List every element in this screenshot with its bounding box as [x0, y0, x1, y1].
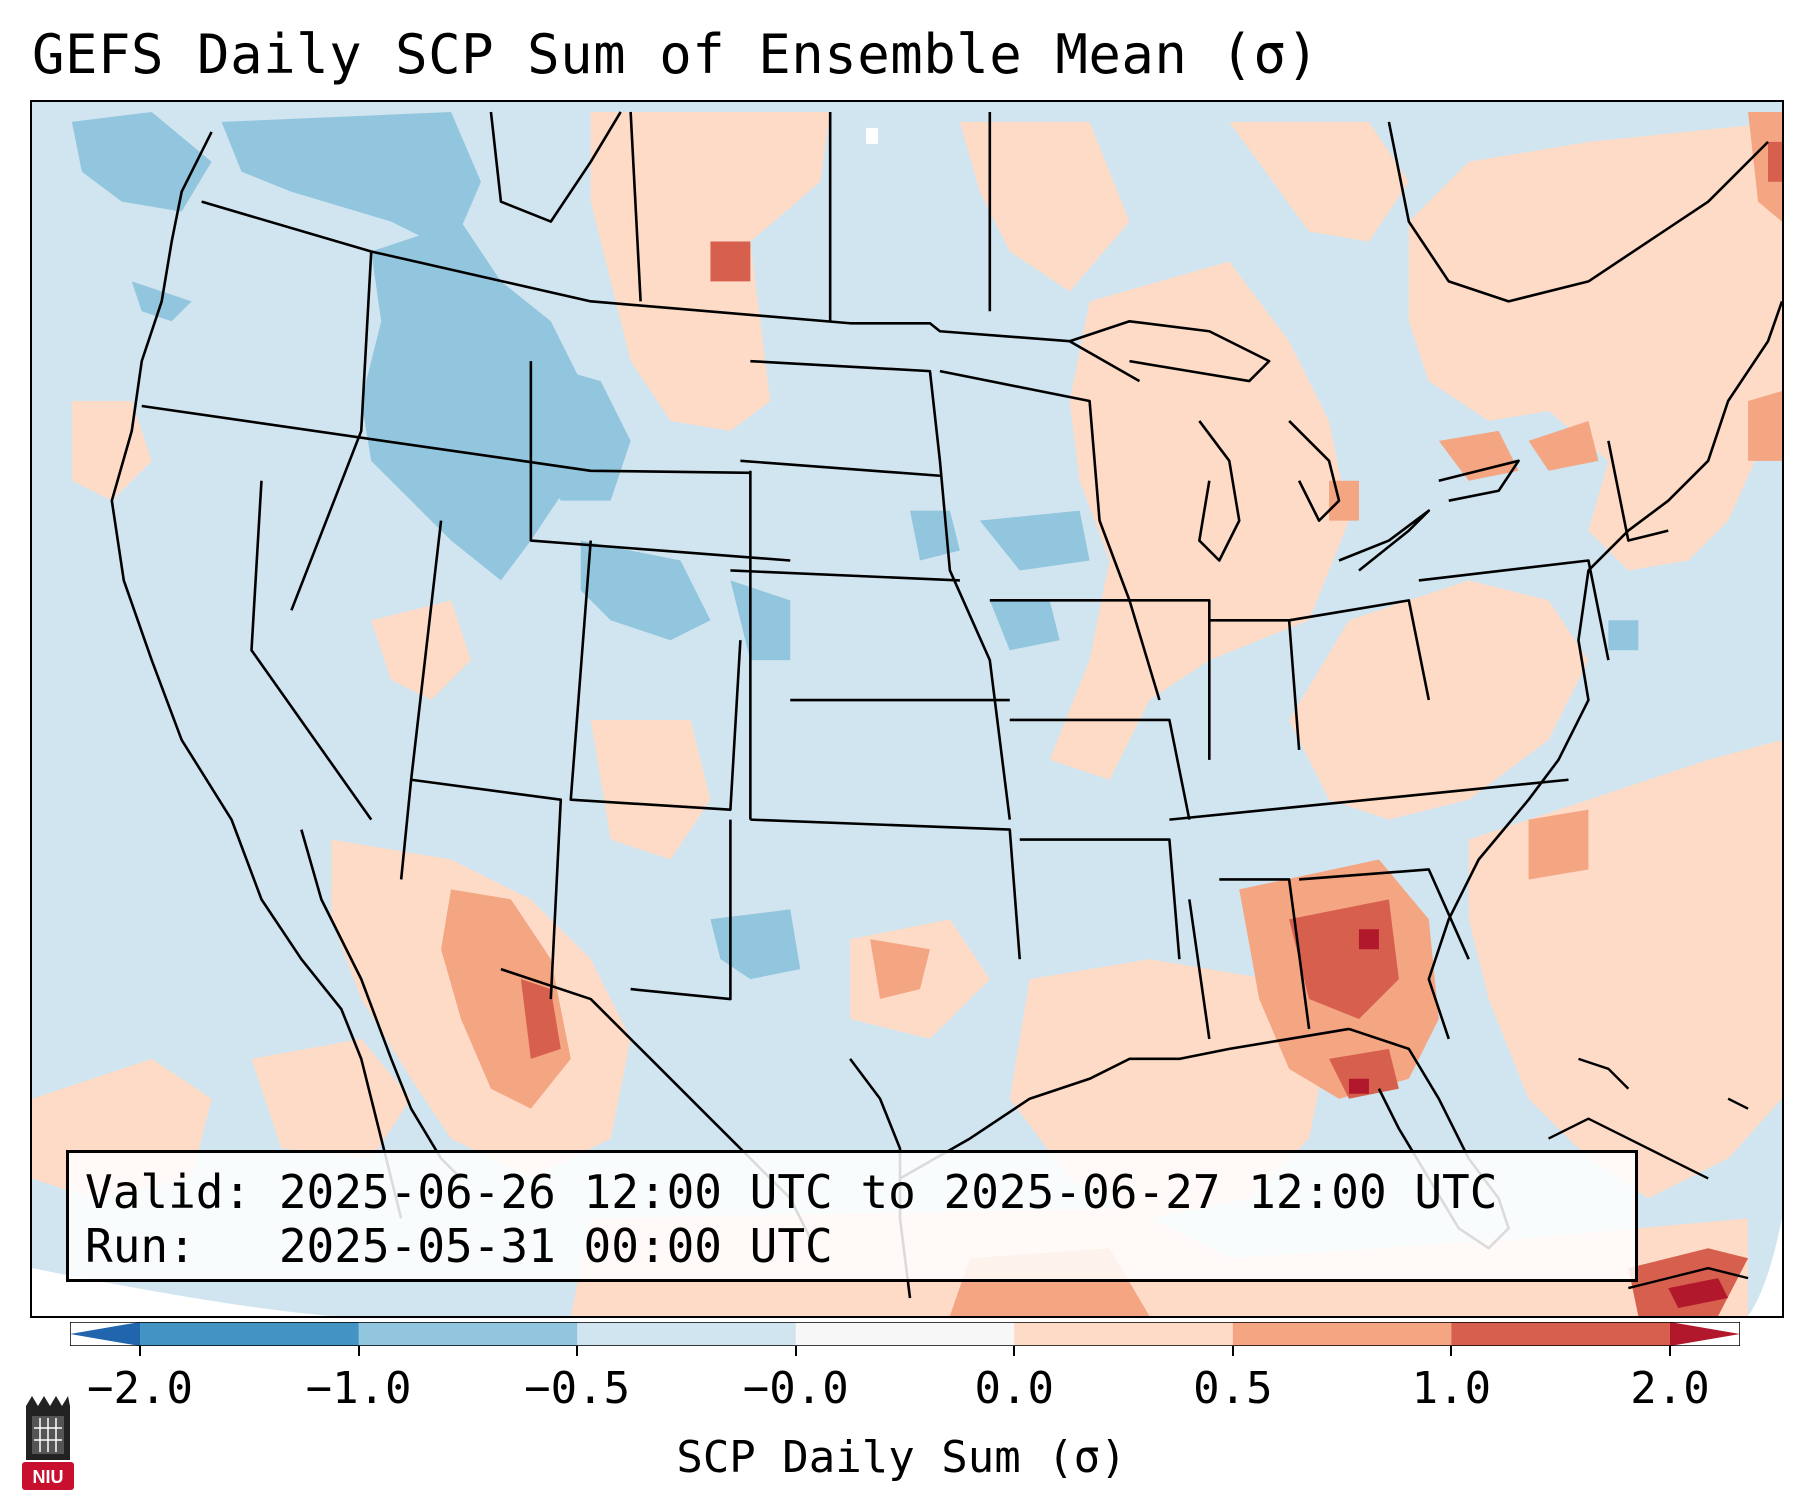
projection-edge: [1748, 1218, 1782, 1316]
islands: [1547, 1057, 1749, 1290]
colorbar-bin: [1451, 1322, 1671, 1346]
ga-sc: [1299, 868, 1470, 960]
colorbar-bin: [140, 1322, 360, 1346]
or-id-line: [141, 404, 751, 475]
sd-ne: [740, 459, 941, 478]
colorbar: [70, 1322, 1740, 1346]
colorbar-bin: [795, 1322, 1015, 1346]
gulf-coast: [899, 1027, 1350, 1180]
map-canvas: [32, 102, 1782, 1316]
ms: [1188, 899, 1211, 1040]
colorbar-tick-label: 0.5: [1193, 1363, 1273, 1414]
colorbar-tick-label: 0.0: [974, 1363, 1055, 1414]
max-positive-regions: [1348, 929, 1729, 1309]
valid-time-line: Valid: 2025-06-26 12:00 UTC to 2025-06-2…: [85, 1165, 1498, 1219]
colorbar-tick-label: −0.5: [524, 1363, 631, 1414]
al: [1219, 878, 1311, 1030]
colorbar-title: SCP Daily Sum (σ): [676, 1432, 1127, 1483]
colorbar-bin: [1014, 1322, 1234, 1346]
az-nm: [410, 778, 563, 1000]
logo-text: NIU: [33, 1467, 64, 1487]
colorbar-tick-label: −2.0: [87, 1363, 193, 1414]
negative-anomaly-regions: [71, 111, 1639, 980]
alberta-sask: [629, 111, 642, 302]
colorbar-tick: [1231, 1346, 1234, 1356]
colorbar-tick-label: 1.0: [1411, 1363, 1492, 1414]
colorbar-tick: [794, 1346, 797, 1356]
colorbar-bin: [1232, 1322, 1452, 1346]
mo-ar: [1009, 718, 1191, 820]
colorbar-tick: [576, 1346, 579, 1356]
illinois: [1129, 599, 1211, 760]
colorbar-tick-label: −0.0: [742, 1363, 849, 1414]
lake-ontario: [1438, 459, 1520, 502]
colorbar-bin: [577, 1322, 797, 1346]
ar-la: [1019, 838, 1181, 960]
colorado: [569, 540, 742, 811]
east-coast: [1427, 300, 1782, 1040]
lake-huron: [1288, 420, 1341, 522]
bc-alberta: [489, 111, 622, 223]
logo-badge: [22, 1462, 74, 1490]
nm: [630, 819, 732, 1001]
projection-edge: [32, 1268, 332, 1316]
lake-erie: [1338, 509, 1431, 572]
chart-title: GEFS Daily SCP Sum of Ensemble Mean (σ): [32, 23, 1320, 86]
nevada: [250, 480, 373, 821]
idaho-west: [290, 251, 373, 611]
positive-anomaly-regions: [32, 111, 1782, 1316]
lake-michigan: [1198, 420, 1241, 562]
ohio: [1288, 599, 1431, 701]
ok-tx: [750, 818, 1022, 960]
colorbar-tick-label: 2.0: [1630, 1363, 1710, 1414]
colorbar-tick: [357, 1346, 360, 1356]
colorbar-tick-label: −1.0: [305, 1363, 412, 1414]
colorbar-tick: [1013, 1346, 1016, 1356]
niu-logo: NIU: [22, 1396, 74, 1490]
new-england: [1607, 440, 1669, 542]
lake-superior: [1069, 319, 1271, 383]
dakotas-kansas: [750, 359, 1012, 820]
colorbar-bin: [358, 1322, 578, 1346]
run-time-line: Run: 2025-05-31 00:00 UTC: [85, 1219, 833, 1273]
ne-ks: [730, 569, 960, 582]
colorbar-extend-low: [70, 1322, 140, 1346]
colorbar-tick: [1450, 1346, 1453, 1356]
colorbar-tick: [139, 1346, 141, 1356]
west-coast: [110, 131, 403, 1219]
colorbar-extend-high: [1670, 1322, 1740, 1346]
neutral-cell: [866, 127, 879, 144]
ontario-quebec: [1387, 121, 1769, 303]
map-frame: [30, 100, 1784, 1318]
wyoming: [529, 361, 791, 562]
tn-nc-line: [1169, 778, 1569, 821]
colorbar-tick: [1669, 1346, 1671, 1356]
mn-wi: [939, 369, 1131, 601]
us-canada-border: [201, 200, 1141, 383]
pa-ny: [1418, 559, 1610, 661]
valid-run-info-box: Valid: 2025-06-26 12:00 UTC to 2025-06-2…: [66, 1150, 1638, 1282]
